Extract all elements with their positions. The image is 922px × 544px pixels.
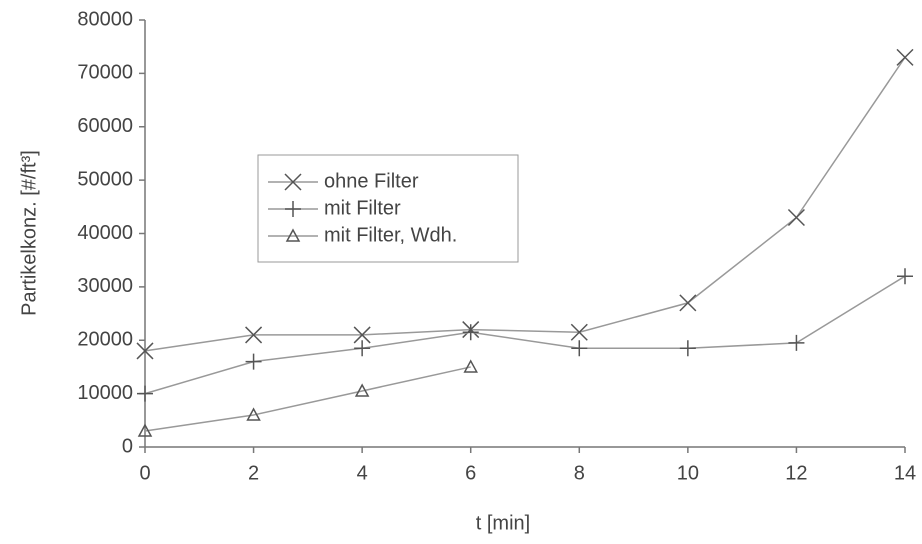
data-point — [245, 326, 263, 344]
data-point — [463, 359, 478, 373]
data-point — [679, 294, 697, 312]
data-point — [679, 340, 696, 357]
y-tick-label: 60000 — [77, 115, 133, 137]
y-axis-label: Partikelkonz. [#/ft³] — [18, 150, 40, 316]
data-point — [137, 423, 153, 437]
legend-marker — [285, 201, 301, 217]
data-point — [788, 334, 805, 351]
data-point — [571, 340, 588, 357]
x-tick-label: 2 — [248, 462, 259, 484]
x-axis-label: t [min] — [476, 512, 530, 534]
y-tick-label: 0 — [122, 435, 133, 457]
series-line — [144, 56, 906, 352]
y-tick-label: 20000 — [77, 329, 133, 351]
data-point — [897, 268, 913, 285]
x-tick-label: 8 — [574, 462, 585, 484]
series-line — [144, 366, 471, 432]
data-point — [354, 340, 371, 357]
x-tick-label: 0 — [139, 462, 150, 484]
y-tick-label: 50000 — [77, 168, 133, 190]
x-tick-label: 6 — [465, 462, 476, 484]
data-point — [896, 48, 914, 66]
legend-label: ohne Filter — [324, 170, 419, 192]
y-tick-label: 30000 — [77, 275, 133, 297]
data-point — [570, 323, 588, 341]
data-point — [353, 326, 371, 344]
y-tick-label: 40000 — [77, 222, 133, 244]
data-point — [354, 383, 370, 397]
data-point — [787, 208, 805, 227]
x-tick-label: 10 — [677, 462, 699, 484]
data-point — [245, 353, 262, 370]
x-tick-label: 4 — [357, 462, 368, 484]
y-tick-label: 70000 — [77, 62, 133, 84]
y-tick-label: 10000 — [77, 382, 133, 404]
legend-marker — [284, 173, 302, 191]
legend-label: mit Filter — [324, 197, 401, 219]
legend-label: mit Filter, Wdh. — [324, 224, 457, 246]
data-point — [137, 385, 153, 402]
x-tick-label: 14 — [894, 462, 916, 484]
x-tick-label: 12 — [785, 462, 807, 484]
data-point — [246, 407, 261, 421]
legend-marker — [285, 228, 301, 242]
y-tick-label: 80000 — [77, 8, 133, 30]
data-point — [136, 342, 154, 360]
data-point — [462, 324, 479, 341]
series-line — [144, 275, 906, 395]
